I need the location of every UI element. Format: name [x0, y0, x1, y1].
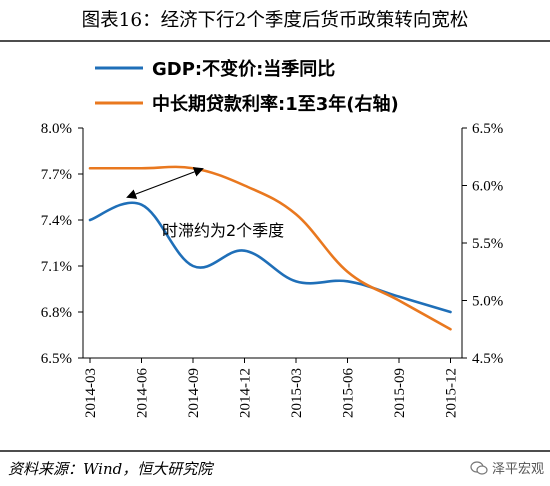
x-tick-label: 2015-12	[444, 368, 460, 418]
x-tick-label: 2015-09	[392, 368, 408, 418]
x-tick-label: 2014-06	[135, 368, 151, 418]
chart-title: 图表16：经济下行2个季度后货币政策转向宽松	[0, 0, 550, 42]
left-tick-label: 8.0%	[41, 121, 72, 137]
left-tick-label: 7.4%	[41, 213, 72, 229]
right-tick-label: 4.5%	[472, 351, 503, 367]
x-tick-label: 2015-06	[341, 368, 357, 418]
lag-annotation: 时滞约为2个季度	[162, 221, 284, 240]
legend-label-gdp: GDP:不变价:当季同比	[152, 58, 335, 80]
left-axis-ticks: 6.5% 6.8% 7.1% 7.4% 7.7% 8.0%	[41, 121, 83, 367]
x-tick-label: 2015-03	[289, 368, 305, 418]
right-tick-label: 5.5%	[472, 236, 503, 252]
legend-label-rate: 中长期贷款利率:1至3年(右轴)	[152, 93, 399, 115]
left-tick-label: 6.8%	[41, 305, 72, 321]
x-tick-label: 2014-12	[238, 368, 254, 418]
axes	[82, 128, 463, 359]
right-tick-label: 6.5%	[472, 121, 503, 137]
x-tick-label: 2014-09	[186, 368, 202, 418]
x-tick-label: 2014-03	[83, 368, 99, 418]
chart: GDP:不变价:当季同比 中长期贷款利率:1至3年(右轴) 6.5% 6.8% 7.…	[41, 58, 504, 418]
source-note: 资料来源：Wind，恒大研究院	[8, 460, 213, 478]
watermark-text: 泽平宏观	[491, 462, 544, 477]
watermark: 泽平宏观	[470, 458, 544, 477]
wechat-icon	[470, 460, 488, 475]
right-axis-ticks: 4.5% 5.0% 5.5% 6.0% 6.5%	[462, 121, 503, 367]
right-tick-label: 6.0%	[472, 179, 503, 195]
left-tick-label: 7.7%	[41, 167, 72, 183]
right-tick-label: 5.0%	[472, 294, 503, 310]
left-tick-label: 7.1%	[41, 259, 72, 275]
x-axis-ticks: 2014-03 2014-06 2014-09 2014-12 2015-03 2015-…	[83, 358, 460, 418]
legend: GDP:不变价:当季同比 中长期贷款利率:1至3年(右轴)	[95, 58, 399, 115]
gdp-series-line	[88, 201, 452, 314]
lag-arrow	[126, 167, 204, 199]
footer: 资料来源：Wind，恒大研究院 泽平宏观	[0, 450, 550, 486]
left-tick-label: 6.5%	[41, 351, 72, 367]
